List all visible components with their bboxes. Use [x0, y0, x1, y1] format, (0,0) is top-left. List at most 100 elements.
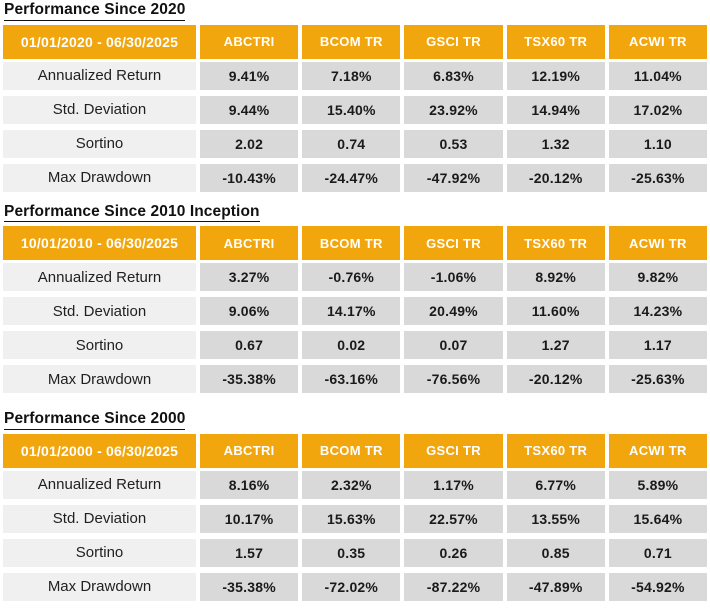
value-cell: 11.60% [506, 297, 605, 325]
metric-label-annualized-return: Annualized Return [3, 61, 196, 90]
value-cell: -0.76% [302, 263, 401, 291]
metric-label-std-deviation: Std. Deviation [3, 95, 196, 124]
value-cell: -1.06% [404, 263, 503, 291]
table-body-2000: Annualized Return 8.16% 2.32% 1.17% 6.77… [3, 470, 707, 601]
value-cell: -24.47% [302, 163, 401, 192]
value-cell: 0.02 [302, 331, 401, 359]
metric-label-std-deviation: Std. Deviation [3, 297, 196, 325]
value-cell: 9.06% [200, 297, 299, 325]
column-header-bcom-tr: BCOM TR [302, 226, 401, 260]
perf-section-2000: Performance Since 2000 01/01/2000 - 06/3… [3, 411, 707, 601]
value-cell: -20.12% [506, 163, 605, 192]
value-cell: 11.04% [608, 61, 707, 90]
value-cell: 2.32% [302, 470, 401, 499]
date-range-header: 01/01/2000 - 06/30/2025 [3, 433, 196, 468]
date-range-header: 10/01/2010 - 06/30/2025 [3, 226, 196, 260]
value-cell: 20.49% [404, 297, 503, 325]
column-header-bcom-tr: BCOM TR [302, 433, 401, 468]
value-cell: 6.77% [506, 470, 605, 499]
value-cell: 0.74 [302, 129, 401, 158]
metric-label-max-drawdown: Max Drawdown [3, 572, 196, 601]
value-cell: 9.41% [200, 61, 299, 90]
metric-label-sortino: Sortino [3, 331, 196, 359]
value-cell: -35.38% [200, 572, 299, 601]
value-cell: 0.26 [404, 538, 503, 567]
value-cell: 8.16% [200, 470, 299, 499]
section-title-2000: Performance Since 2000 [4, 411, 707, 430]
value-cell: 5.89% [608, 470, 707, 499]
value-cell: 0.07 [404, 331, 503, 359]
value-cell: 0.67 [200, 331, 299, 359]
table-body-2010: Annualized Return 3.27% -0.76% -1.06% 8.… [3, 263, 707, 393]
section-title-text: Performance Since 2010 Inception [4, 203, 260, 222]
section-title-text: Performance Since 2020 [4, 2, 186, 21]
value-cell: 3.27% [200, 263, 299, 291]
column-header-abctri: ABCTRI [200, 24, 299, 59]
value-cell: 2.02 [200, 129, 299, 158]
column-header-gsci-tr: GSCI TR [404, 433, 503, 468]
table-header-row-2010: 10/01/2010 - 06/30/2025 ABCTRI BCOM TR G… [3, 226, 707, 260]
value-cell: 22.57% [404, 504, 503, 533]
value-cell: 15.40% [302, 95, 401, 124]
column-header-gsci-tr: GSCI TR [404, 24, 503, 59]
value-cell: -20.12% [506, 365, 605, 393]
metric-label-annualized-return: Annualized Return [3, 470, 196, 499]
value-cell: 15.63% [302, 504, 401, 533]
value-cell: -72.02% [302, 572, 401, 601]
value-cell: 0.53 [404, 129, 503, 158]
perf-section-2020: Performance Since 2020 01/01/2020 - 06/3… [3, 2, 707, 192]
value-cell: 1.17% [404, 470, 503, 499]
value-cell: 1.57 [200, 538, 299, 567]
perf-section-2010: Performance Since 2010 Inception 10/01/2… [3, 203, 707, 393]
section-title-2010: Performance Since 2010 Inception [4, 203, 707, 222]
value-cell: -47.89% [506, 572, 605, 601]
column-header-gsci-tr: GSCI TR [404, 226, 503, 260]
value-cell: 1.17 [608, 331, 707, 359]
column-header-bcom-tr: BCOM TR [302, 24, 401, 59]
value-cell: 17.02% [608, 95, 707, 124]
column-header-tsx60-tr: TSX60 TR [506, 226, 605, 260]
value-cell: -47.92% [404, 163, 503, 192]
value-cell: -25.63% [608, 365, 707, 393]
section-title-text: Performance Since 2000 [4, 411, 186, 430]
value-cell: -54.92% [608, 572, 707, 601]
value-cell: 1.32 [506, 129, 605, 158]
metric-label-annualized-return: Annualized Return [3, 263, 196, 291]
value-cell: 8.92% [506, 263, 605, 291]
value-cell: 0.71 [608, 538, 707, 567]
value-cell: 9.82% [608, 263, 707, 291]
value-cell: 23.92% [404, 95, 503, 124]
value-cell: 14.17% [302, 297, 401, 325]
column-header-abctri: ABCTRI [200, 433, 299, 468]
value-cell: 0.35 [302, 538, 401, 567]
value-cell: 1.10 [608, 129, 707, 158]
section-title-2020: Performance Since 2020 [4, 2, 707, 21]
value-cell: 10.17% [200, 504, 299, 533]
value-cell: 12.19% [506, 61, 605, 90]
metric-label-sortino: Sortino [3, 129, 196, 158]
metric-label-sortino: Sortino [3, 538, 196, 567]
value-cell: -10.43% [200, 163, 299, 192]
table-header-row-2020: 01/01/2020 - 06/30/2025 ABCTRI BCOM TR G… [3, 24, 707, 59]
column-header-tsx60-tr: TSX60 TR [506, 24, 605, 59]
column-header-tsx60-tr: TSX60 TR [506, 433, 605, 468]
value-cell: 9.44% [200, 95, 299, 124]
value-cell: 7.18% [302, 61, 401, 90]
metric-label-std-deviation: Std. Deviation [3, 504, 196, 533]
value-cell: 6.83% [404, 61, 503, 90]
value-cell: -76.56% [404, 365, 503, 393]
date-range-header: 01/01/2020 - 06/30/2025 [3, 24, 196, 59]
value-cell: 0.85 [506, 538, 605, 567]
metric-label-max-drawdown: Max Drawdown [3, 163, 196, 192]
value-cell: -25.63% [608, 163, 707, 192]
table-body-2020: Annualized Return 9.41% 7.18% 6.83% 12.1… [3, 61, 707, 192]
value-cell: -35.38% [200, 365, 299, 393]
value-cell: 13.55% [506, 504, 605, 533]
column-header-acwi-tr: ACWI TR [608, 433, 707, 468]
value-cell: 15.64% [608, 504, 707, 533]
value-cell: 14.94% [506, 95, 605, 124]
table-header-row-2000: 01/01/2000 - 06/30/2025 ABCTRI BCOM TR G… [3, 433, 707, 468]
metric-label-max-drawdown: Max Drawdown [3, 365, 196, 393]
value-cell: -87.22% [404, 572, 503, 601]
value-cell: 1.27 [506, 331, 605, 359]
